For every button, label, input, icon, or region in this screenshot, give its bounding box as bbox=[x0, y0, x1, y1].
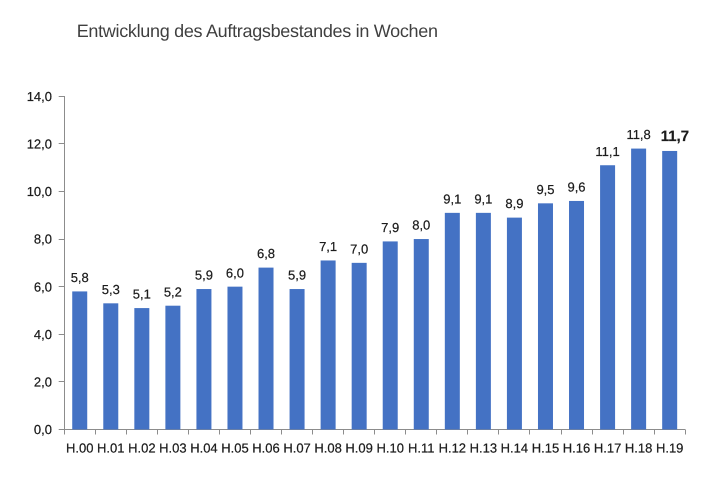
svg-text:6,8: 6,8 bbox=[257, 246, 275, 261]
svg-text:H.05: H.05 bbox=[221, 440, 248, 455]
svg-text:H.00: H.00 bbox=[66, 440, 93, 455]
svg-text:Entwicklung des Auftragsbestan: Entwicklung des Auftragsbestandes in Woc… bbox=[77, 21, 438, 41]
svg-text:12,0: 12,0 bbox=[27, 136, 52, 151]
svg-text:14,0: 14,0 bbox=[27, 89, 52, 104]
svg-text:H.13: H.13 bbox=[470, 440, 497, 455]
svg-text:2,0: 2,0 bbox=[34, 374, 52, 389]
svg-text:9,1: 9,1 bbox=[474, 191, 492, 206]
svg-text:H.08: H.08 bbox=[314, 440, 341, 455]
svg-text:9,6: 9,6 bbox=[567, 180, 585, 195]
svg-text:11,1: 11,1 bbox=[595, 144, 619, 159]
svg-text:7,0: 7,0 bbox=[350, 241, 368, 256]
svg-text:H.03: H.03 bbox=[159, 440, 186, 455]
svg-text:5,3: 5,3 bbox=[102, 282, 120, 297]
svg-text:8,0: 8,0 bbox=[412, 218, 430, 233]
svg-text:8,9: 8,9 bbox=[505, 196, 523, 211]
svg-text:H.09: H.09 bbox=[345, 440, 372, 455]
svg-text:9,1: 9,1 bbox=[443, 191, 461, 206]
svg-text:H.12: H.12 bbox=[439, 440, 466, 455]
svg-text:H.19: H.19 bbox=[656, 440, 683, 455]
svg-text:5,2: 5,2 bbox=[164, 284, 182, 299]
svg-text:H.11: H.11 bbox=[408, 440, 435, 455]
svg-text:7,1: 7,1 bbox=[319, 239, 337, 254]
svg-text:0,0: 0,0 bbox=[34, 422, 52, 437]
svg-text:11,8: 11,8 bbox=[626, 127, 650, 142]
svg-text:H.17: H.17 bbox=[594, 440, 621, 455]
svg-text:9,5: 9,5 bbox=[536, 182, 554, 197]
svg-text:7,9: 7,9 bbox=[381, 220, 399, 235]
svg-text:H.14: H.14 bbox=[501, 440, 528, 455]
svg-text:5,1: 5,1 bbox=[133, 287, 151, 302]
svg-text:5,9: 5,9 bbox=[195, 268, 213, 283]
svg-text:8,0: 8,0 bbox=[34, 232, 52, 247]
svg-text:6,0: 6,0 bbox=[226, 265, 244, 280]
svg-text:6,0: 6,0 bbox=[34, 279, 52, 294]
svg-text:4,0: 4,0 bbox=[34, 327, 52, 342]
svg-text:H.10: H.10 bbox=[376, 440, 403, 455]
svg-text:H.04: H.04 bbox=[190, 440, 217, 455]
svg-text:H.15: H.15 bbox=[532, 440, 559, 455]
svg-text:5,9: 5,9 bbox=[288, 268, 306, 283]
svg-text:10,0: 10,0 bbox=[27, 184, 52, 199]
svg-text:H.07: H.07 bbox=[283, 440, 310, 455]
svg-text:H.06: H.06 bbox=[252, 440, 279, 455]
svg-text:5,8: 5,8 bbox=[71, 270, 89, 285]
svg-text:11,7: 11,7 bbox=[661, 128, 689, 145]
svg-text:H.01: H.01 bbox=[97, 440, 124, 455]
svg-text:H.02: H.02 bbox=[128, 440, 155, 455]
svg-text:H.16: H.16 bbox=[563, 440, 590, 455]
svg-text:H.18: H.18 bbox=[625, 440, 652, 455]
